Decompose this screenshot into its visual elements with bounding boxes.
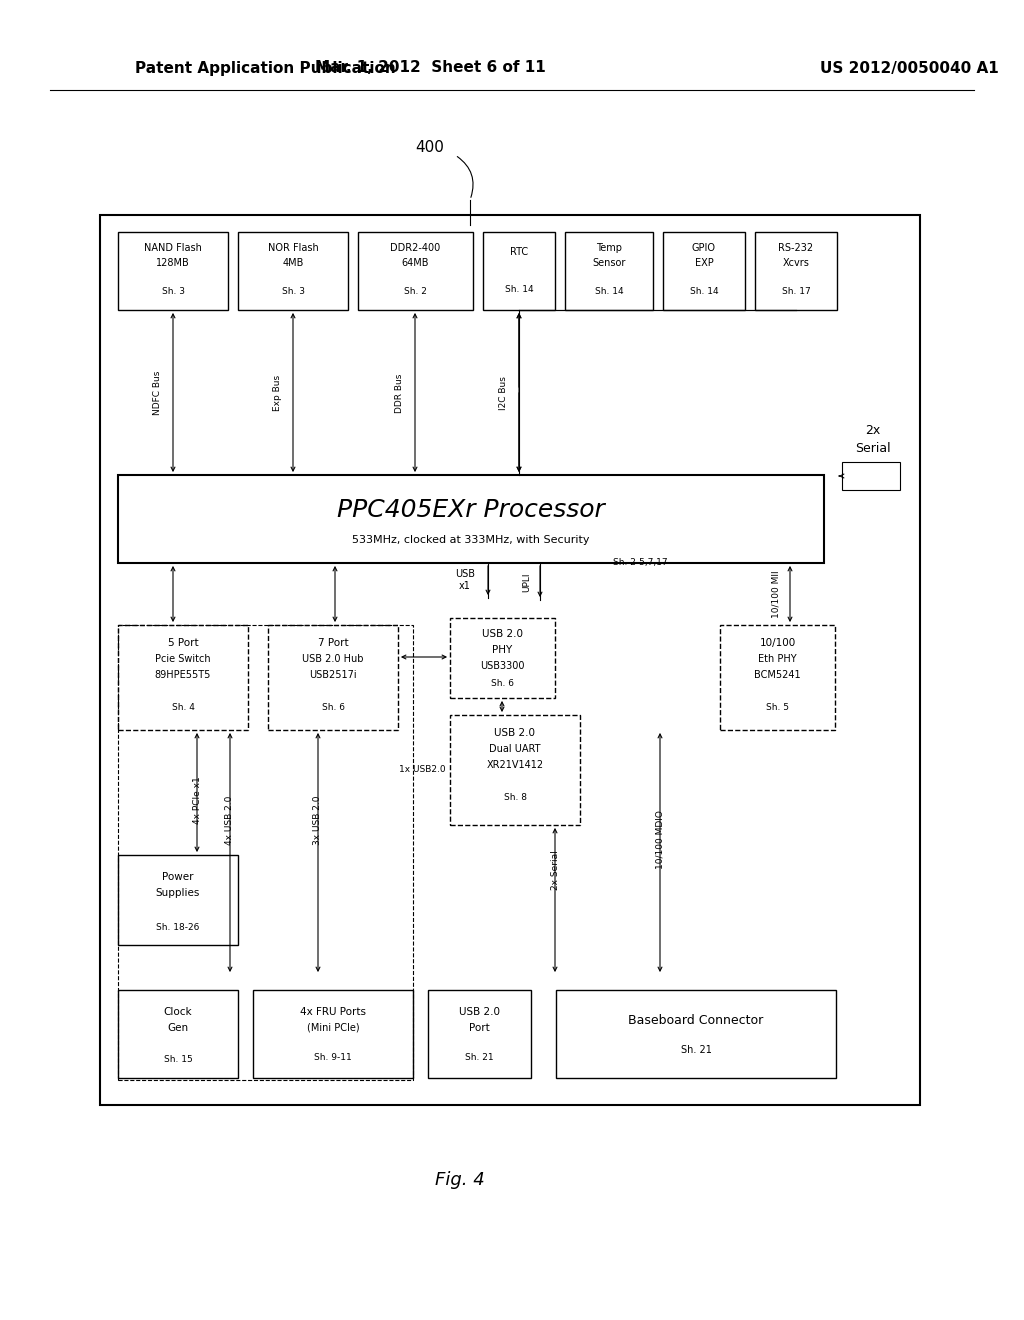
Bar [118, 855, 238, 945]
Text: Exp Bus: Exp Bus [273, 375, 283, 411]
Text: 89HPE55T5: 89HPE55T5 [155, 671, 211, 680]
Text: 2x Serial: 2x Serial [551, 850, 559, 890]
Text: 533MHz, clocked at 333MHz, with Security: 533MHz, clocked at 333MHz, with Security [352, 535, 590, 545]
Text: 1x USB2.0: 1x USB2.0 [398, 766, 445, 775]
Text: 4MB: 4MB [283, 257, 304, 268]
Text: Sh. 8: Sh. 8 [504, 792, 526, 801]
Text: Sensor: Sensor [592, 257, 626, 268]
Text: Serial: Serial [855, 441, 891, 454]
Text: GPIO: GPIO [692, 243, 716, 253]
Text: Sh. 21: Sh. 21 [465, 1053, 494, 1063]
Text: USB3300: USB3300 [480, 661, 524, 671]
Text: NOR Flash: NOR Flash [267, 243, 318, 253]
Text: Sh. 2: Sh. 2 [404, 288, 427, 297]
Text: 10/100: 10/100 [760, 638, 796, 648]
Text: DDR2-400: DDR2-400 [390, 243, 440, 253]
Text: Power: Power [162, 873, 194, 882]
Bar [358, 232, 473, 310]
Text: US 2012/0050040 A1: US 2012/0050040 A1 [820, 61, 998, 75]
Text: Port: Port [469, 1023, 489, 1034]
Text: Pcie Switch: Pcie Switch [156, 653, 211, 664]
Text: Sh. 3: Sh. 3 [282, 288, 304, 297]
Text: Temp: Temp [596, 243, 622, 253]
Text: Fig. 4: Fig. 4 [435, 1171, 485, 1189]
Bar [118, 624, 413, 1080]
Text: Sh. 21: Sh. 21 [681, 1045, 712, 1055]
Text: 3x USB 2.0: 3x USB 2.0 [313, 795, 323, 845]
Text: 7 Port: 7 Port [317, 638, 348, 648]
Text: PPC405EXr Processor: PPC405EXr Processor [337, 498, 605, 521]
Text: USB
x1: USB x1 [455, 569, 475, 591]
Text: Mar. 1, 2012  Sheet 6 of 11: Mar. 1, 2012 Sheet 6 of 11 [314, 61, 546, 75]
Text: Sh. 5: Sh. 5 [766, 702, 790, 711]
Bar [720, 624, 835, 730]
Text: NAND Flash: NAND Flash [144, 243, 202, 253]
Text: USB 2.0: USB 2.0 [495, 729, 536, 738]
Text: Sh. 9-11: Sh. 9-11 [314, 1053, 352, 1063]
Bar [268, 624, 398, 730]
Text: USB2517i: USB2517i [309, 671, 356, 680]
Bar [483, 232, 555, 310]
Text: Baseboard Connector: Baseboard Connector [629, 1014, 764, 1027]
Text: BCM5241: BCM5241 [755, 671, 801, 680]
Text: Sh. 6: Sh. 6 [490, 680, 514, 689]
Bar [253, 990, 413, 1078]
Bar [118, 232, 228, 310]
Text: UPLI: UPLI [522, 573, 531, 591]
Text: Dual UART: Dual UART [489, 744, 541, 754]
Bar [663, 232, 745, 310]
Text: Sh. 14: Sh. 14 [595, 288, 624, 297]
Text: Sh. 14: Sh. 14 [690, 288, 718, 297]
Text: NDFC Bus: NDFC Bus [154, 371, 163, 416]
Text: 64MB: 64MB [401, 257, 429, 268]
Text: 10/100 MDIO: 10/100 MDIO [655, 810, 665, 870]
Bar [556, 990, 836, 1078]
Bar [450, 618, 555, 698]
Text: Sh. 18-26: Sh. 18-26 [157, 923, 200, 932]
Bar [428, 990, 531, 1078]
Text: Sh. 15: Sh. 15 [164, 1056, 193, 1064]
Text: 2x: 2x [865, 424, 881, 437]
Bar [565, 232, 653, 310]
Text: Sh. 4: Sh. 4 [172, 702, 195, 711]
Bar [100, 215, 920, 1105]
Bar [238, 232, 348, 310]
Text: 4x PCIe x1: 4x PCIe x1 [193, 776, 202, 824]
Text: USB 2.0: USB 2.0 [459, 1007, 500, 1016]
Text: DDR Bus: DDR Bus [395, 374, 404, 413]
Bar [450, 715, 580, 825]
Text: Sh. 17: Sh. 17 [781, 288, 810, 297]
Text: Xcvrs: Xcvrs [782, 257, 809, 268]
Text: Eth PHY: Eth PHY [758, 653, 797, 664]
Text: 4x FRU Ports: 4x FRU Ports [300, 1007, 366, 1016]
Text: RS-232: RS-232 [778, 243, 813, 253]
Text: USB 2.0: USB 2.0 [482, 630, 523, 639]
Text: Gen: Gen [168, 1023, 188, 1034]
Text: Sh. 2-5,7,17: Sh. 2-5,7,17 [612, 558, 668, 568]
Text: RTC: RTC [510, 247, 528, 257]
Text: Sh. 3: Sh. 3 [162, 288, 184, 297]
Text: I2C Bus: I2C Bus [500, 376, 509, 411]
Text: Supplies: Supplies [156, 888, 200, 898]
Text: (Mini PCIe): (Mini PCIe) [306, 1023, 359, 1034]
Bar [755, 232, 837, 310]
Text: 400: 400 [416, 140, 444, 156]
Text: PHY: PHY [493, 645, 513, 655]
Text: 10/100 MII: 10/100 MII [771, 570, 780, 618]
Text: Patent Application Publication: Patent Application Publication [135, 61, 395, 75]
Bar [118, 475, 824, 564]
Text: XR21V1412: XR21V1412 [486, 760, 544, 770]
Text: Clock: Clock [164, 1007, 193, 1016]
Text: 128MB: 128MB [156, 257, 189, 268]
Text: Sh. 6: Sh. 6 [322, 702, 344, 711]
Text: 5 Port: 5 Port [168, 638, 199, 648]
Bar [842, 462, 900, 490]
Bar [118, 990, 238, 1078]
Text: USB 2.0 Hub: USB 2.0 Hub [302, 653, 364, 664]
Text: 4x USB 2.0: 4x USB 2.0 [225, 796, 234, 845]
Text: EXP: EXP [694, 257, 714, 268]
Bar [118, 624, 248, 730]
Text: Sh. 14: Sh. 14 [505, 285, 534, 294]
